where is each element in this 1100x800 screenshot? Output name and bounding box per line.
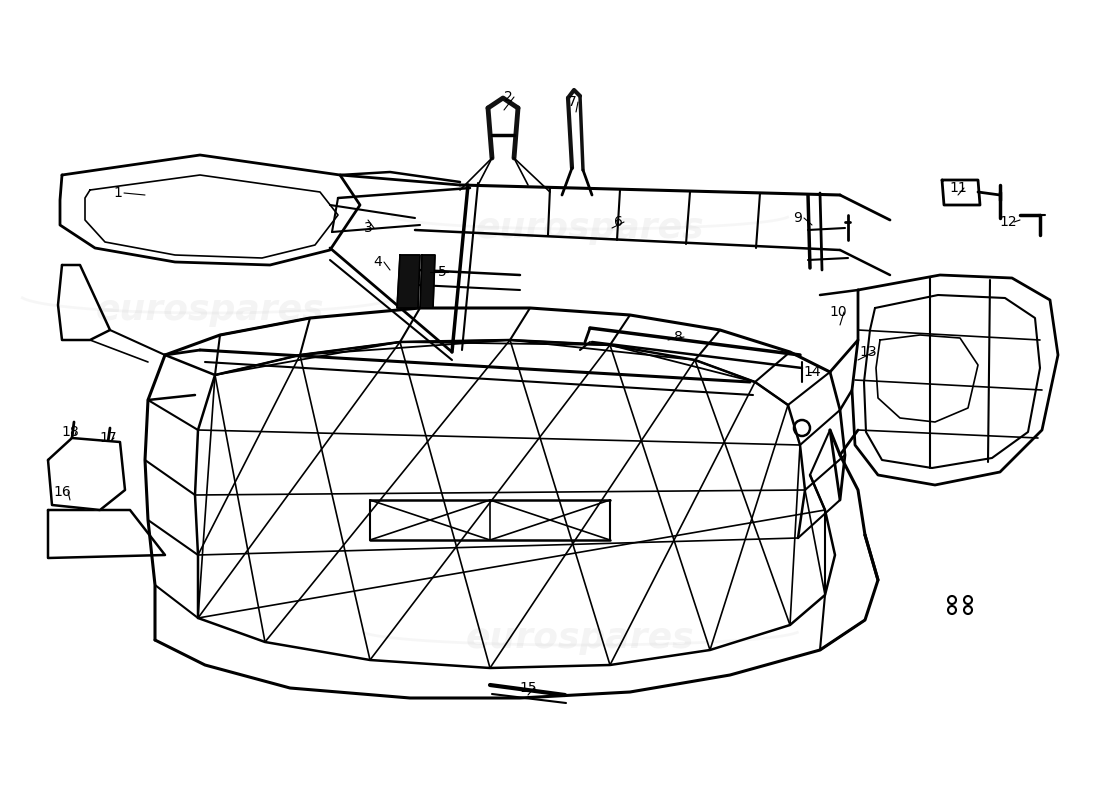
Polygon shape	[48, 438, 125, 510]
Text: 8: 8	[673, 330, 682, 344]
Text: 13: 13	[859, 345, 877, 359]
Text: 10: 10	[829, 305, 847, 319]
Text: 5: 5	[438, 265, 447, 279]
Text: eurospares: eurospares	[96, 293, 324, 327]
Text: 14: 14	[803, 365, 821, 379]
Text: 1: 1	[113, 186, 122, 200]
Polygon shape	[397, 255, 420, 308]
Text: 17: 17	[99, 431, 117, 445]
Text: 9: 9	[793, 211, 802, 225]
Text: 2: 2	[504, 90, 513, 104]
Text: 12: 12	[999, 215, 1016, 229]
Text: 3: 3	[364, 221, 373, 235]
Text: eurospares: eurospares	[465, 621, 694, 655]
Text: 16: 16	[53, 485, 70, 499]
Polygon shape	[420, 255, 434, 308]
Text: 7: 7	[568, 95, 576, 109]
Text: 18: 18	[62, 425, 79, 439]
Text: eurospares: eurospares	[475, 211, 704, 245]
Text: 4: 4	[374, 255, 383, 269]
Text: 15: 15	[519, 681, 537, 695]
Text: 6: 6	[614, 215, 623, 229]
Text: 11: 11	[949, 181, 967, 195]
